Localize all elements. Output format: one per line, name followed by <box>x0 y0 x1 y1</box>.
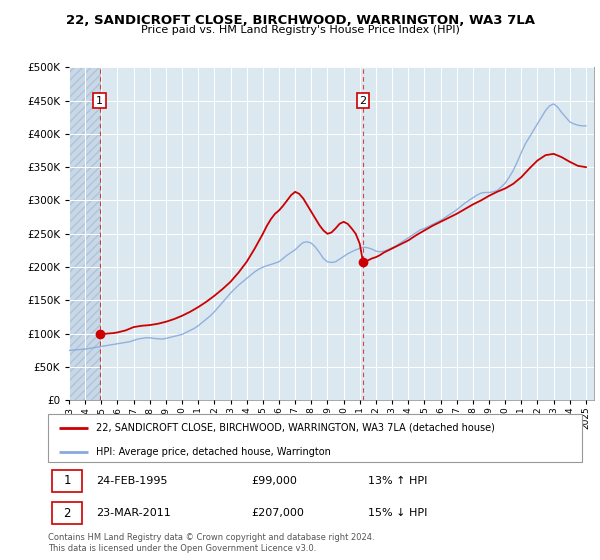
Text: £207,000: £207,000 <box>251 508 304 518</box>
Text: 22, SANDICROFT CLOSE, BIRCHWOOD, WARRINGTON, WA3 7LA: 22, SANDICROFT CLOSE, BIRCHWOOD, WARRING… <box>65 14 535 27</box>
Text: 13% ↑ HPI: 13% ↑ HPI <box>368 476 428 486</box>
Text: 15% ↓ HPI: 15% ↓ HPI <box>368 508 428 518</box>
Text: 1: 1 <box>63 474 71 487</box>
Text: 23-MAR-2011: 23-MAR-2011 <box>96 508 171 518</box>
Text: £99,000: £99,000 <box>251 476 297 486</box>
Text: HPI: Average price, detached house, Warrington: HPI: Average price, detached house, Warr… <box>96 446 331 456</box>
Text: 2: 2 <box>359 96 367 105</box>
Text: Price paid vs. HM Land Registry's House Price Index (HPI): Price paid vs. HM Land Registry's House … <box>140 25 460 35</box>
Text: 24-FEB-1995: 24-FEB-1995 <box>96 476 167 486</box>
Text: 22, SANDICROFT CLOSE, BIRCHWOOD, WARRINGTON, WA3 7LA (detached house): 22, SANDICROFT CLOSE, BIRCHWOOD, WARRING… <box>96 423 495 433</box>
Bar <box>52 502 82 524</box>
Text: Contains HM Land Registry data © Crown copyright and database right 2024.
This d: Contains HM Land Registry data © Crown c… <box>48 533 374 553</box>
Bar <box>52 470 82 492</box>
Text: 2: 2 <box>63 507 71 520</box>
Text: 1: 1 <box>96 96 103 105</box>
